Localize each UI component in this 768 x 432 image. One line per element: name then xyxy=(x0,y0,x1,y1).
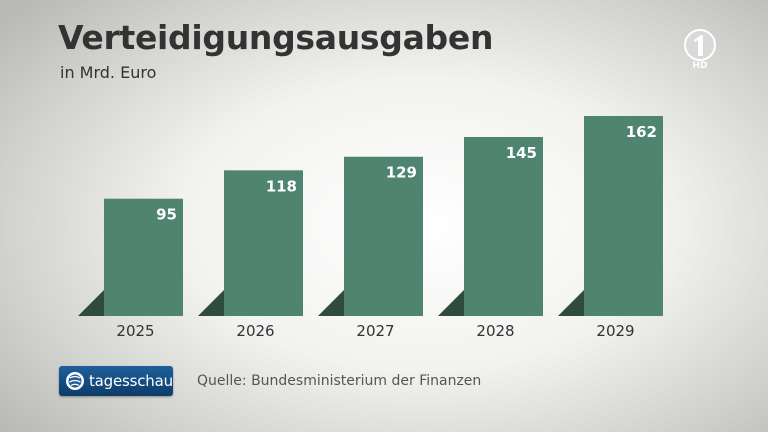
page-subtitle: in Mrd. Euro xyxy=(60,63,157,82)
bar-2026 xyxy=(224,170,303,316)
bar-shadow xyxy=(438,290,464,316)
x-tick-label: 2029 xyxy=(596,322,634,340)
brand-label: tagesschau xyxy=(89,372,173,390)
page-title: Verteidigungsausgaben xyxy=(58,18,494,57)
x-tick-label: 2028 xyxy=(476,322,514,340)
bar-shadow xyxy=(558,290,584,316)
bar-value-label: 162 xyxy=(626,123,657,141)
bar-2027 xyxy=(344,156,423,316)
x-tick-label: 2025 xyxy=(116,322,154,340)
x-tick-label: 2027 xyxy=(356,322,394,340)
bar-shadow xyxy=(198,290,224,316)
tagesschau-globe-icon xyxy=(66,372,84,390)
source-note: Quelle: Bundesministerium der Finanzen xyxy=(197,373,482,389)
bar-value-label: 129 xyxy=(386,164,417,182)
bar-2025 xyxy=(104,198,183,316)
bar-value-label: 118 xyxy=(266,177,297,195)
bar-2029 xyxy=(584,116,663,316)
bar-shadow xyxy=(318,290,344,316)
ard-one-logo-icon: HD xyxy=(684,29,716,69)
hd-label: HD xyxy=(692,61,707,69)
bar-2028 xyxy=(464,136,543,316)
bar-value-label: 145 xyxy=(506,144,537,162)
tagesschau-logo: tagesschau xyxy=(59,366,173,396)
x-tick-label: 2026 xyxy=(236,322,274,340)
bar-value-label: 95 xyxy=(156,206,177,224)
bar-shadow xyxy=(78,290,104,316)
